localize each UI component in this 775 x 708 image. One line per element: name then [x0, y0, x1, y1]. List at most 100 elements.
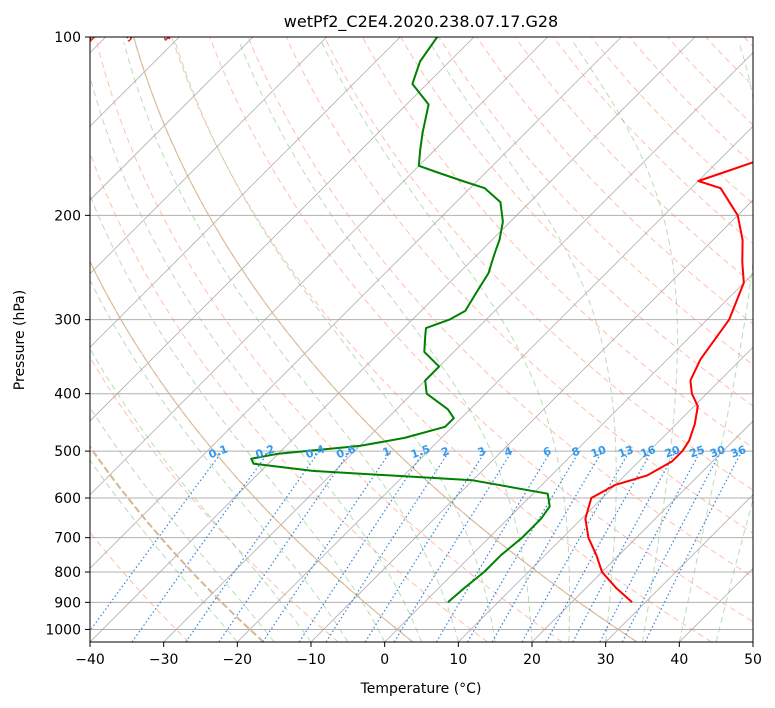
moist-adiabat-line [572, 41, 678, 642]
dry-adiabat-line [209, 37, 753, 623]
dry-adiabat-line [705, 37, 753, 87]
y-tick-label: 500 [54, 444, 81, 460]
mixing-ratio-label: 0.6 [335, 442, 358, 461]
chart-title: wetPf2_C2E4.2020.238.07.17.G28 [284, 12, 558, 32]
moist-adiabat-line [90, 74, 422, 642]
mixing-ratio-line [218, 450, 351, 642]
x-tick-label: 20 [523, 652, 541, 668]
mixing-ratio-label: 0.2 [254, 442, 277, 461]
moist-adiabat-line [238, 41, 533, 642]
mixing-ratio-label: 3 [476, 444, 488, 459]
mixing-ratio-line [599, 450, 702, 642]
isotherm-line [90, 37, 622, 569]
mixing-ratio-line [572, 450, 677, 642]
y-tick-label: 700 [54, 531, 81, 547]
mixing-ratio-line [325, 450, 450, 642]
y-tick-label: 1000 [45, 622, 81, 638]
dry-adiabat-label: 40 [159, 24, 179, 44]
mixing-ratio-line [521, 450, 631, 642]
mixing-ratio-label: 0.1 [207, 442, 230, 461]
moist-adiabat-line [90, 459, 238, 642]
dry-adiabat-line [629, 37, 753, 165]
y-tick-label: 400 [54, 387, 81, 403]
mixing-ratio-label: 2 [440, 444, 452, 459]
x-tick-label: −20 [223, 652, 253, 668]
profile-line [584, 161, 753, 604]
isotherm-line [90, 37, 696, 642]
mixing-ratio-line [545, 450, 653, 642]
y-tick-label: 600 [54, 491, 81, 507]
mixing-ratio-line [131, 450, 270, 642]
mixing-ratio-label: 36 [729, 443, 748, 461]
moist-adiabat-line [90, 347, 312, 642]
isotherm-line [458, 346, 753, 642]
dry-adiabat-line [552, 37, 753, 245]
dry-adiabat-line [400, 37, 753, 407]
x-tick-label: 30 [597, 652, 615, 668]
mixing-ratio-label: 25 [688, 443, 707, 460]
mixing-ratio-line [466, 450, 580, 642]
moist-adiabat-line [715, 497, 753, 642]
dry-adiabat-line [362, 37, 753, 449]
isotherm-line [90, 37, 475, 422]
dry-adiabat-line [438, 37, 753, 366]
x-axis-label: Temperature (°C) [360, 681, 482, 697]
isotherm-line [90, 37, 548, 496]
dry-adiabat-line [476, 37, 753, 325]
mixing-ratio-label: 13 [616, 443, 635, 460]
isotherm-line [310, 199, 753, 642]
y-tick-label: 200 [54, 208, 81, 224]
moist-adiabat-line [90, 279, 349, 642]
x-tick-label: −10 [296, 652, 326, 668]
mixing-ratio-line [644, 450, 743, 642]
mixing-ratio-line [185, 450, 320, 642]
dry-adiabat-line [743, 37, 753, 48]
x-tick-label: −30 [149, 652, 179, 668]
moist-adiabat-line [429, 41, 617, 642]
dry-adiabat-line [590, 37, 753, 205]
isotherm-line [679, 567, 753, 642]
mixing-ratio-label: 30 [708, 443, 727, 461]
x-tick-label: 10 [449, 652, 467, 668]
dry-adiabat-line [90, 445, 265, 642]
dry-adiabat-line [90, 260, 414, 642]
isotherm-line [90, 37, 254, 201]
mixing-ratio-label: 4 [502, 444, 514, 459]
dry-adiabat-line [90, 531, 190, 642]
mixing-ratio-line [298, 450, 425, 642]
dry-adiabat-line [247, 37, 753, 578]
dry-adiabat-line [133, 37, 638, 642]
dry-adiabat-line [95, 37, 563, 642]
mixing-ratio-line [393, 450, 513, 642]
isotherm-line [237, 125, 753, 642]
isotherm-line [90, 37, 327, 275]
mixing-ratio-label: 1.5 [409, 442, 432, 461]
dry-adiabat-label: 30 [121, 24, 141, 44]
y-tick-label: 300 [54, 313, 81, 329]
moist-adiabat-line [174, 41, 496, 642]
dry-adiabat-line [323, 37, 753, 491]
isotherm-line [752, 641, 753, 642]
dry-adiabat-line [90, 445, 264, 642]
mixing-ratio-label: 6 [541, 444, 553, 459]
dry-adiabat-line [667, 37, 753, 126]
moist-adiabat-line [90, 406, 275, 642]
plot-frame [89, 36, 754, 643]
x-tick-label: 0 [380, 652, 389, 668]
moist-adiabat-line [90, 194, 386, 642]
isotherm-line [90, 37, 401, 348]
profile-line [250, 37, 551, 604]
dry-adiabat-line [90, 356, 339, 642]
isotherm-line [163, 52, 753, 642]
moist-adiabat-line [321, 41, 571, 642]
dry-adiabat-line [133, 37, 638, 642]
mixing-ratio-label: 0.4 [304, 442, 327, 461]
mixing-ratio-label: 1 [381, 444, 393, 459]
moist-adiabat-line [678, 41, 753, 642]
mixing-ratio-label: 20 [663, 443, 682, 461]
y-tick-label: 100 [54, 30, 81, 46]
isotherm-line [384, 273, 753, 642]
mixing-ratio-line [262, 450, 392, 642]
mixing-ratio-label: 16 [639, 443, 658, 461]
